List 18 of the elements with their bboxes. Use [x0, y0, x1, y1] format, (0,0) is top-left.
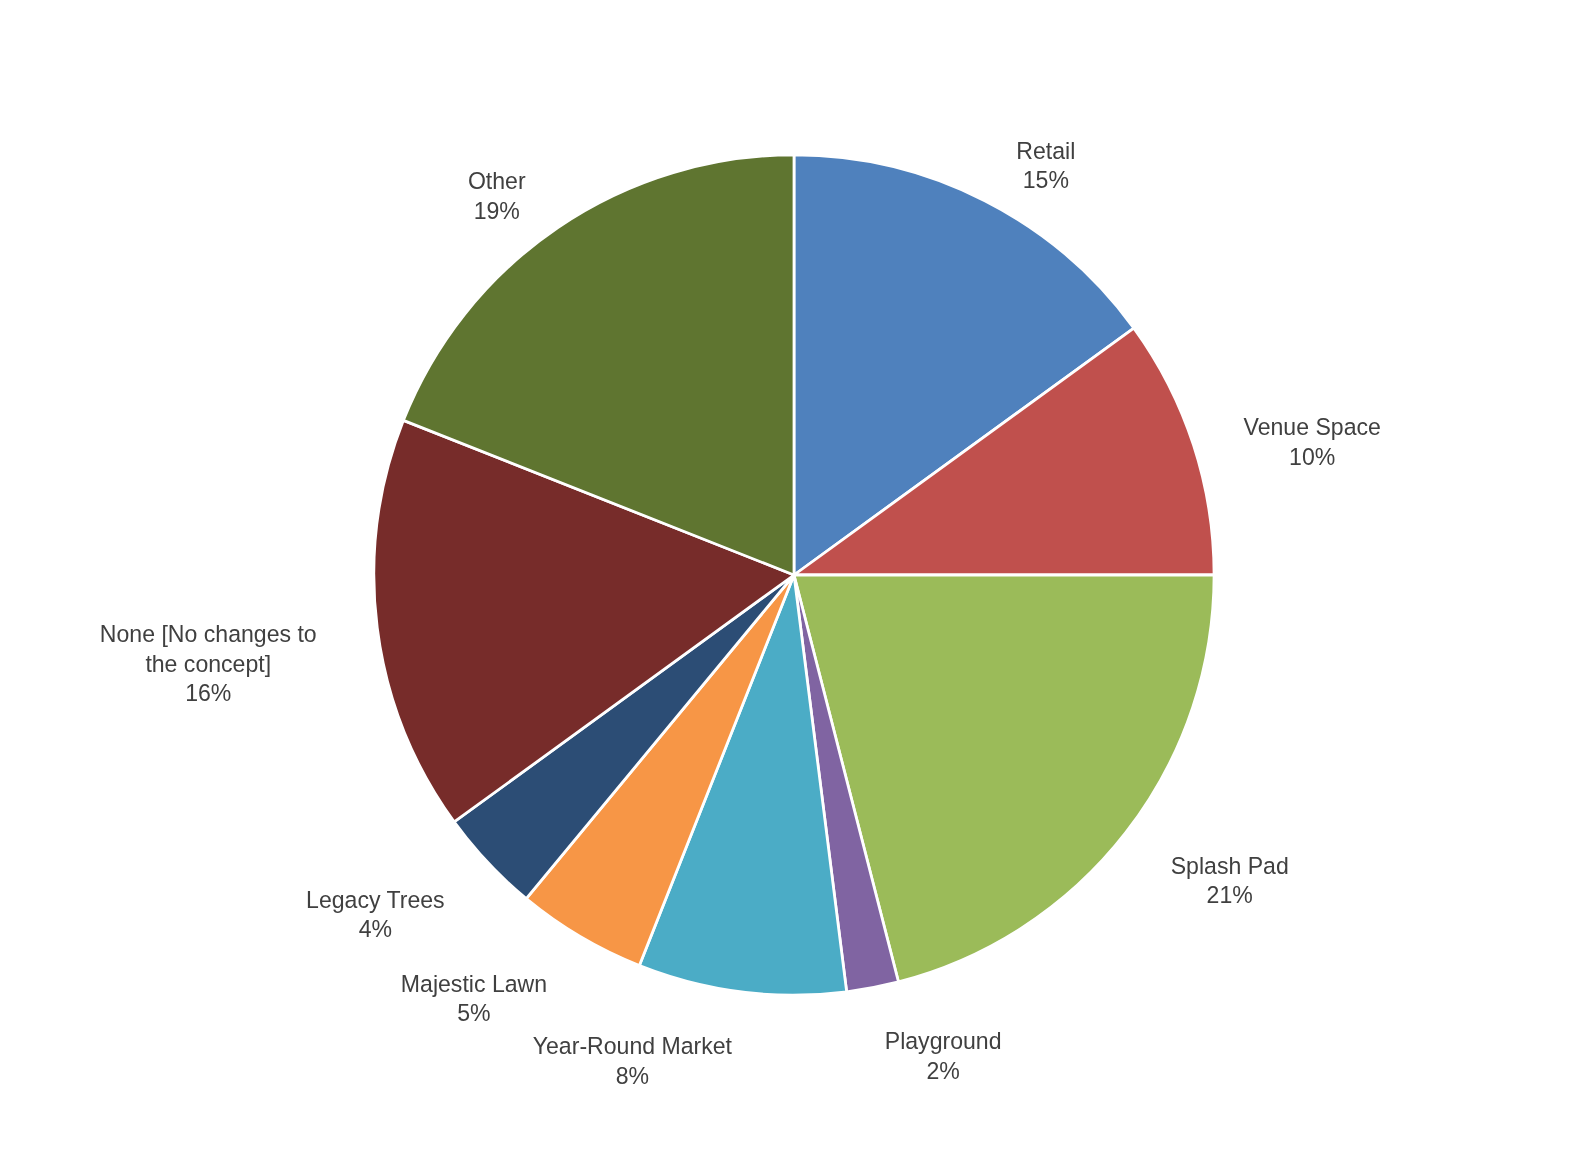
data-label: 8% [615, 1062, 650, 1089]
data-label: 15% [1022, 167, 1069, 194]
data-label: 21% [1206, 882, 1253, 909]
slice-label: Majestic Lawn [400, 970, 548, 997]
slice-label: Other [467, 168, 526, 195]
data-label: 10% [1289, 444, 1336, 470]
data-label: 16% [185, 680, 232, 707]
data-label: 5% [457, 1000, 491, 1027]
slice-label: Venue Space [1243, 414, 1381, 441]
slice-label: Playground [884, 1028, 1002, 1055]
slice-label: Year-Round Market [532, 1033, 733, 1060]
slice-label: Retail [1016, 137, 1076, 164]
data-label: 19% [473, 197, 520, 224]
data-label: 4% [358, 916, 393, 943]
slice-label: Legacy Trees [306, 886, 445, 913]
data-label: 2% [926, 1057, 960, 1084]
slice-label: None [No changes to the concept] [99, 620, 317, 677]
slice-label: Splash Pad [1170, 852, 1289, 879]
